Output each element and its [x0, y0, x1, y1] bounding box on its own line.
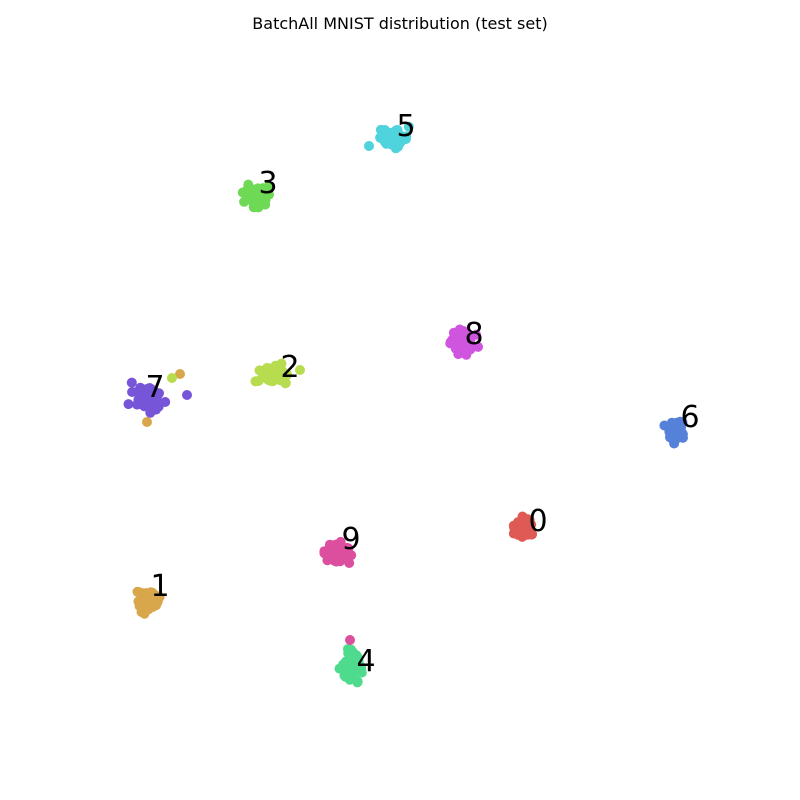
point-7: [151, 404, 161, 415]
point-8: [454, 339, 465, 350]
cluster-label-5: 5: [396, 109, 415, 144]
cluster-1: [132, 586, 165, 619]
point-7: [142, 384, 153, 394]
cluster-8: [445, 324, 483, 360]
point-2: [276, 358, 287, 369]
point-7: [152, 391, 163, 402]
point-7: [132, 399, 143, 410]
point-4: [356, 663, 367, 673]
cluster-6: [659, 416, 688, 449]
point-9: [343, 543, 354, 554]
point-6: [677, 417, 688, 428]
point-9: [328, 552, 339, 562]
outlier-point: [364, 141, 374, 151]
point-0: [515, 527, 526, 538]
cluster-4: [334, 644, 367, 688]
outlier-point: [142, 417, 152, 427]
point-5: [391, 133, 402, 144]
point-1: [138, 592, 149, 603]
point-4: [348, 665, 359, 676]
point-3: [264, 189, 274, 200]
cluster-label-0: 0: [528, 504, 547, 539]
point-2: [273, 369, 284, 380]
cluster-label-3: 3: [258, 166, 277, 201]
cluster-7: [123, 377, 171, 418]
outlier-point: [295, 365, 305, 375]
cluster-label-6: 6: [680, 400, 699, 435]
outlier-point: [182, 390, 192, 400]
point-6: [664, 426, 675, 437]
point-7: [123, 399, 134, 410]
cluster-label-2: 2: [280, 350, 299, 385]
point-3: [243, 188, 254, 199]
point-7: [126, 377, 137, 388]
point-4: [352, 652, 363, 663]
cluster-3: [237, 179, 274, 213]
point-1: [134, 601, 145, 611]
outlier-point: [345, 635, 355, 645]
point-8: [471, 329, 482, 340]
point-5: [403, 121, 414, 132]
point-2: [250, 376, 261, 387]
cluster-label-9: 9: [341, 522, 360, 557]
cluster-labels-layer: 0 1 2 3 4 5 6 7 8 9: [145, 109, 699, 679]
outlier-point: [167, 373, 177, 383]
point-9: [319, 546, 330, 557]
point-5: [375, 132, 386, 143]
cluster-label-7: 7: [145, 370, 164, 405]
cluster-label-1: 1: [150, 569, 169, 604]
cluster-label-8: 8: [464, 317, 483, 352]
cluster-2: [250, 358, 293, 389]
points-layer: [123, 121, 688, 688]
cluster-label-4: 4: [356, 644, 375, 679]
chart-title: BatchAll MNIST distribution (test set): [252, 14, 547, 33]
point-8: [473, 341, 483, 352]
point-8: [453, 349, 464, 360]
point-3: [260, 199, 271, 210]
point-7: [160, 397, 171, 407]
outlier-point: [175, 369, 185, 379]
cluster-5: [375, 121, 414, 154]
cluster-0: [508, 511, 538, 542]
point-8: [445, 338, 456, 349]
point-0: [518, 516, 529, 527]
point-4: [340, 661, 351, 672]
point-9: [344, 558, 355, 568]
point-1: [149, 593, 160, 604]
point-7: [143, 395, 154, 406]
cluster-9: [319, 536, 357, 568]
point-2: [280, 378, 291, 389]
